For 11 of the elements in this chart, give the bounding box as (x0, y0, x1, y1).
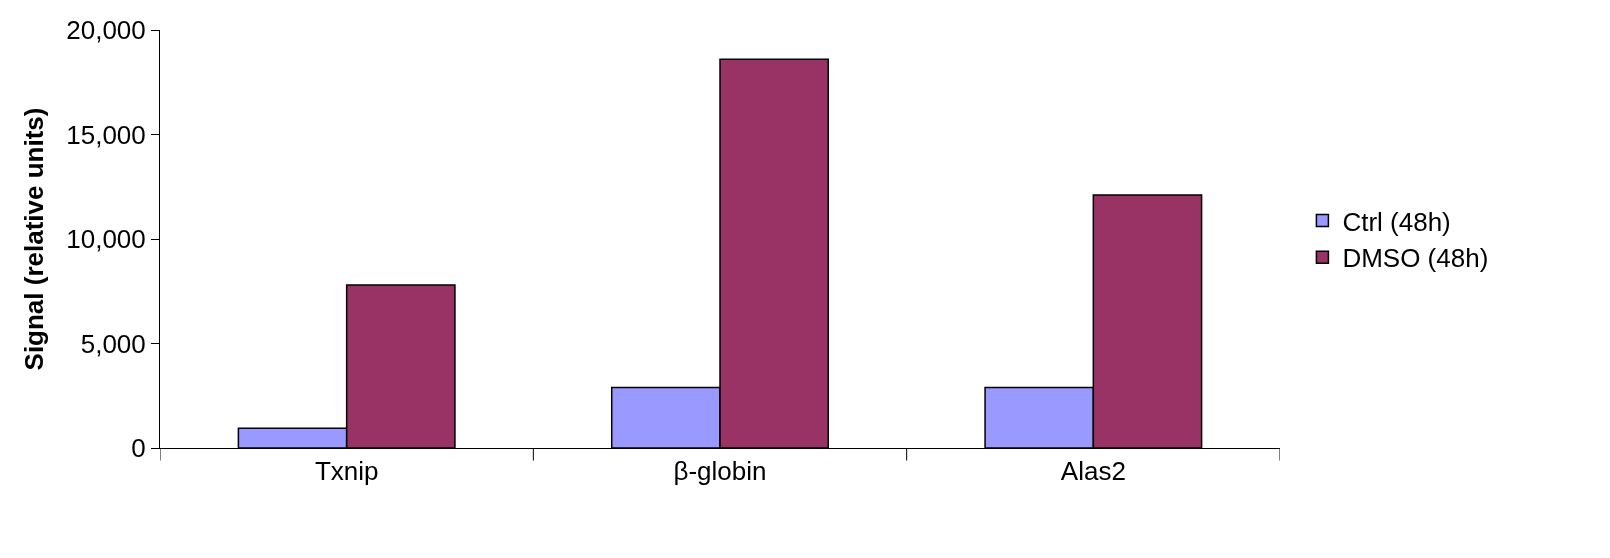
y-tick-label: 10,000 (66, 224, 146, 255)
y-tick-label: 20,000 (66, 15, 146, 46)
legend-label: Ctrl (48h) (1342, 206, 1451, 237)
legend-label: DMSO (48h) (1342, 243, 1489, 274)
y-axis-title: Signal (relative units) (18, 107, 49, 371)
y-tick-label: 0 (131, 433, 146, 464)
x-tick-label: Alas2 (1060, 456, 1126, 487)
x-tick-label: β-globin (673, 456, 767, 487)
y-tick-label: 5,000 (80, 328, 146, 359)
y-tick-label: 15,000 (66, 119, 146, 150)
x-tick-label: Txnip (314, 456, 379, 487)
